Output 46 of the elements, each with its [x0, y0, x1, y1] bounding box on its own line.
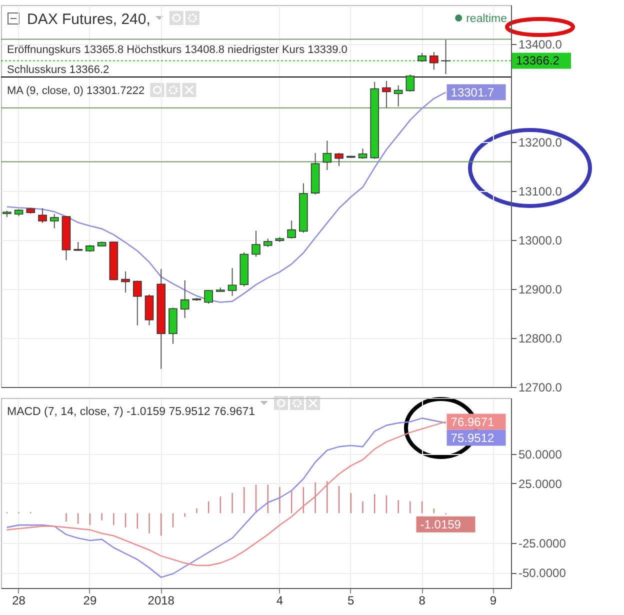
candlestick [430, 52, 438, 70]
candlestick [180, 280, 190, 318]
y-tick-label: 13400.0 [518, 38, 562, 52]
candlestick [358, 148, 368, 160]
x-tick-label: 4 [276, 594, 284, 608]
ref-line-label: 13366.2 [516, 54, 560, 68]
candlestick [132, 280, 142, 326]
x-tick-label: 8 [418, 594, 426, 608]
y-tick-label: 13000.0 [518, 234, 562, 248]
y-tick-label: 12700.0 [518, 380, 562, 394]
y-tick-label: 13200.0 [518, 136, 562, 150]
candlestick [228, 267, 237, 296]
annotation: Eröffnungskurs 13365.8 Höchstkurs 13408.8 niedrigster Kurs 13339.0 [7, 44, 348, 56]
y-tick-label: 50.0000 [518, 447, 562, 462]
candlestick [406, 74, 415, 92]
x-tick-label: 9 [490, 594, 497, 608]
candlestick [322, 140, 332, 171]
y-tick-label: 12800.0 [518, 332, 562, 346]
annotation: MA (9, close, 0) 13301.7222 [7, 85, 145, 97]
y-tick-label: 25.0000 [518, 477, 562, 491]
annotation: Schlusskurs 13366.2 [7, 64, 110, 76]
x-tick-label: 5 [348, 594, 355, 608]
candlestick [394, 84, 403, 107]
text: realtime [466, 13, 507, 25]
y-tick-label: -50.0000 [518, 566, 566, 580]
x-tick-label: 29 [83, 594, 97, 608]
y-tick-label: 13100.0 [518, 184, 562, 199]
data-label: 76.9671 [450, 414, 494, 429]
chart-title: DAX Futures, 240, [27, 11, 150, 28]
candlestick [204, 290, 213, 304]
x-tick-label: 28 [12, 594, 26, 608]
text: MACD (7, 14, close, 7) -1.0159 75.9512 76.9671 [7, 406, 256, 418]
candlestick [382, 80, 391, 108]
candlestick [121, 270, 130, 293]
candlestick [287, 220, 296, 240]
candlestick [252, 230, 260, 258]
candlestick [38, 208, 47, 224]
y-tick-label: -25.0000 [518, 536, 566, 550]
data-label: -1.0159 [420, 517, 462, 532]
candlestick [50, 214, 59, 229]
candlestick [144, 294, 154, 326]
data-label: 13301.7 [450, 85, 494, 100]
data-label: 75.9512 [450, 430, 494, 445]
x-tick-label: 2018 [148, 594, 175, 608]
y-tick-label: 12900.0 [518, 282, 562, 297]
candlestick [334, 152, 344, 167]
